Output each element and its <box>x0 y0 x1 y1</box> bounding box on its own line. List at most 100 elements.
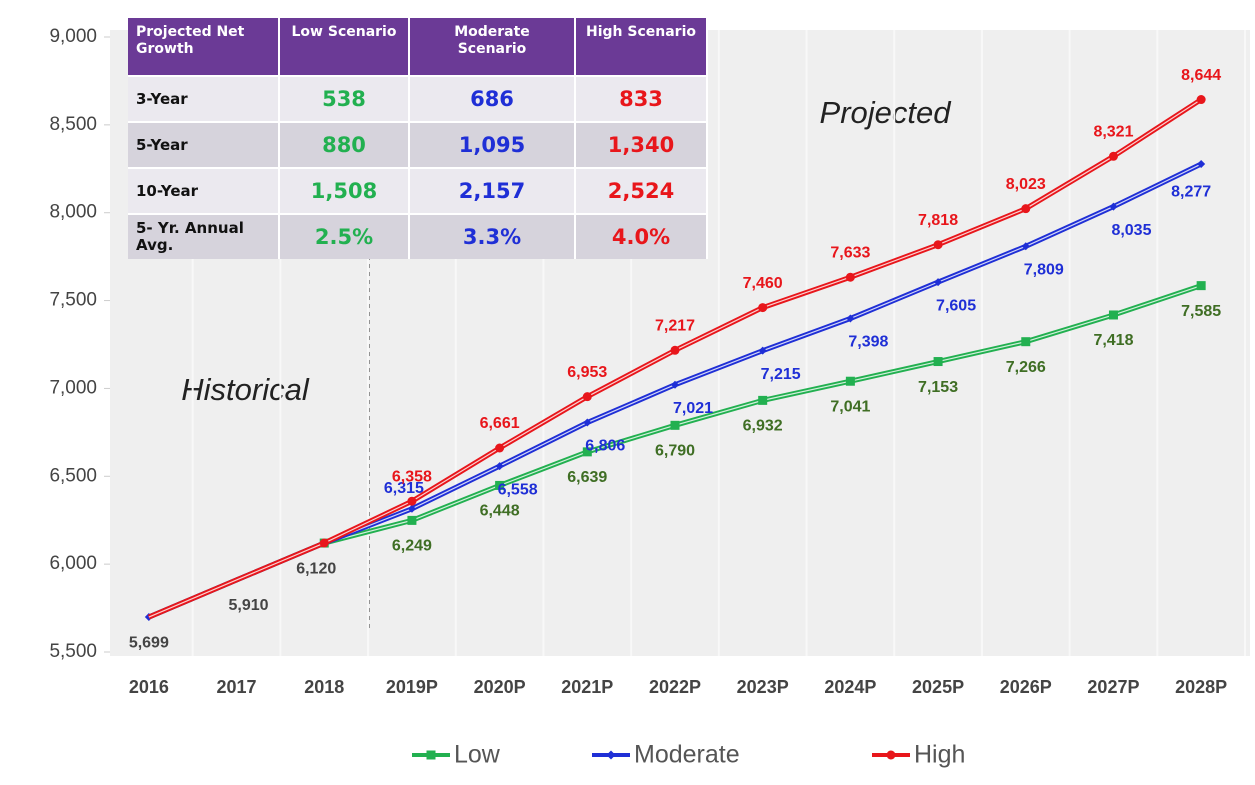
y-tick-label: 6,500 <box>49 465 97 486</box>
data-label: 7,217 <box>655 318 695 335</box>
table-cell: 3.3% <box>409 213 576 259</box>
y-tick-label: 9,000 <box>49 26 97 47</box>
data-label: 5,699 <box>129 634 169 651</box>
marker <box>886 750 896 760</box>
data-label: 7,266 <box>1006 359 1046 376</box>
data-label: 6,558 <box>498 481 538 498</box>
table-cell: 880 <box>279 121 410 168</box>
header-cell: Moderate Scenario <box>409 18 576 76</box>
y-tick-label: 5,500 <box>49 641 97 662</box>
table-row: 5- Yr. Annual Avg. 2.5% 3.3% 4.0% <box>128 213 708 259</box>
marker <box>933 240 943 250</box>
marker <box>426 750 436 760</box>
y-tick-label: 6,000 <box>49 553 97 574</box>
legend-item: Moderate <box>592 741 740 769</box>
marker <box>407 504 416 513</box>
data-label: 6,448 <box>480 503 520 520</box>
marker <box>1021 242 1030 251</box>
marker <box>1197 160 1206 169</box>
table-cell: 686 <box>409 75 576 122</box>
legend-label: Low <box>454 741 501 769</box>
table-cell: 5- Yr. Annual Avg. <box>128 213 280 259</box>
growth-table: Projected Net Growth Low Scenario Modera… <box>128 18 708 259</box>
marker <box>758 303 768 313</box>
data-label: 7,585 <box>1181 303 1221 320</box>
table-cell: 10-Year <box>128 167 280 214</box>
table-row: 10-Year 1,508 2,157 2,524 <box>128 167 708 214</box>
data-label: 5,910 <box>229 597 269 614</box>
marker <box>1021 337 1031 347</box>
x-tick-label: 2019P <box>386 677 438 697</box>
marker <box>582 392 592 402</box>
table-cell: 2,524 <box>575 167 708 214</box>
table-cell: 1,508 <box>279 167 410 214</box>
table-cell: 5-Year <box>128 121 280 168</box>
data-label: 6,953 <box>567 364 607 381</box>
data-label: 7,398 <box>848 334 888 351</box>
table-header: Projected Net Growth Low Scenario Modera… <box>128 18 708 76</box>
header-cell: Projected Net Growth <box>128 18 280 76</box>
data-label: 6,249 <box>392 538 432 555</box>
legend-item: Low <box>412 741 501 769</box>
data-label: 6,639 <box>567 469 607 486</box>
data-label: 7,215 <box>761 366 801 383</box>
marker <box>495 443 505 453</box>
data-label: 8,277 <box>1171 183 1211 200</box>
table-cell: 3-Year <box>128 75 280 122</box>
x-tick-label: 2024P <box>824 677 876 697</box>
legend-label: High <box>914 741 965 769</box>
data-label: 7,818 <box>918 212 958 229</box>
data-label: 8,321 <box>1093 124 1133 141</box>
data-label: 6,120 <box>296 560 336 577</box>
legend-label: Moderate <box>634 741 740 769</box>
marker <box>606 750 616 760</box>
header-cell: Low Scenario <box>279 18 410 76</box>
data-label: 6,358 <box>392 468 432 485</box>
x-tick-label: 2025P <box>912 677 964 697</box>
x-tick-label: 2027P <box>1087 677 1139 697</box>
table-cell: 4.0% <box>575 213 708 259</box>
header-cell: High Scenario <box>575 18 708 76</box>
y-tick-label: 8,000 <box>49 202 97 223</box>
data-label: 8,023 <box>1006 176 1046 193</box>
marker <box>670 420 680 430</box>
marker <box>758 395 768 405</box>
table-cell: 833 <box>575 75 708 122</box>
data-label: 7,809 <box>1024 261 1064 278</box>
marker <box>758 346 767 355</box>
data-label: 7,633 <box>830 244 870 261</box>
data-label: 7,418 <box>1093 332 1133 349</box>
marker <box>1196 281 1206 291</box>
data-label: 8,035 <box>1111 222 1151 239</box>
marker <box>845 272 855 282</box>
y-tick-label: 7,000 <box>49 377 97 398</box>
data-label: 7,153 <box>918 379 958 396</box>
marker <box>1196 95 1206 105</box>
annotation: Historical <box>181 372 310 407</box>
x-tick-label: 2020P <box>474 677 526 697</box>
marker <box>407 515 417 525</box>
marker <box>1108 310 1118 320</box>
table-cell: 2.5% <box>279 213 410 259</box>
x-tick-label: 2021P <box>561 677 613 697</box>
x-tick-label: 2022P <box>649 677 701 697</box>
table-row: 3-Year 538 686 833 <box>128 75 708 122</box>
marker <box>670 345 680 355</box>
marker <box>1108 151 1118 161</box>
x-tick-label: 2017 <box>217 677 257 697</box>
x-tick-label: 2023P <box>737 677 789 697</box>
marker <box>671 380 679 389</box>
annotation: Projected <box>820 95 953 130</box>
data-label: 6,661 <box>480 415 520 432</box>
marker <box>934 278 943 287</box>
marker <box>583 418 592 427</box>
marker <box>582 447 592 457</box>
data-label: 7,605 <box>936 297 976 314</box>
y-tick-label: 8,500 <box>49 114 97 135</box>
y-tick-label: 7,500 <box>49 290 97 311</box>
marker <box>846 314 855 323</box>
data-label: 6,790 <box>655 443 695 460</box>
table-row: 5-Year 880 1,095 1,340 <box>128 121 708 168</box>
x-tick-label: 2026P <box>1000 677 1052 697</box>
